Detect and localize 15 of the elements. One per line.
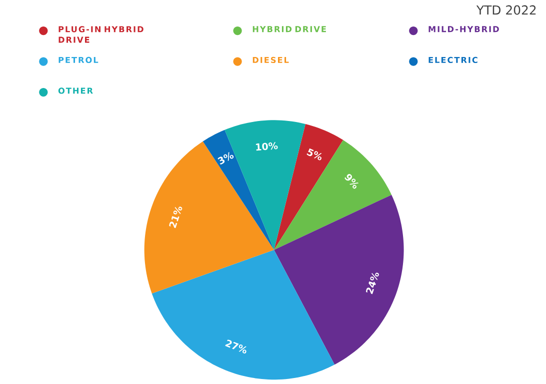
legend-label: OTHER [58,87,93,94]
data-label: 21% [169,206,182,228]
legend-label: DIESEL [252,56,289,63]
data-label: 3% [218,152,234,164]
legend-label: PETROL [58,56,98,63]
data-label: 27% [225,340,246,354]
legend-label: MILD-HYBRID [428,26,499,32]
data-label: 24% [366,272,379,294]
legend-label: PLUG-IN HYBRID DRIVE [58,26,144,43]
chart-subtitle: YTD 2022 [476,5,536,15]
data-label: 9% [344,174,359,189]
data-label: 5% [306,148,322,160]
legend-label: ELECTRIC [428,56,478,63]
legend-label: HYBRID DRIVE [252,26,326,32]
data-label: 10% [256,142,278,150]
